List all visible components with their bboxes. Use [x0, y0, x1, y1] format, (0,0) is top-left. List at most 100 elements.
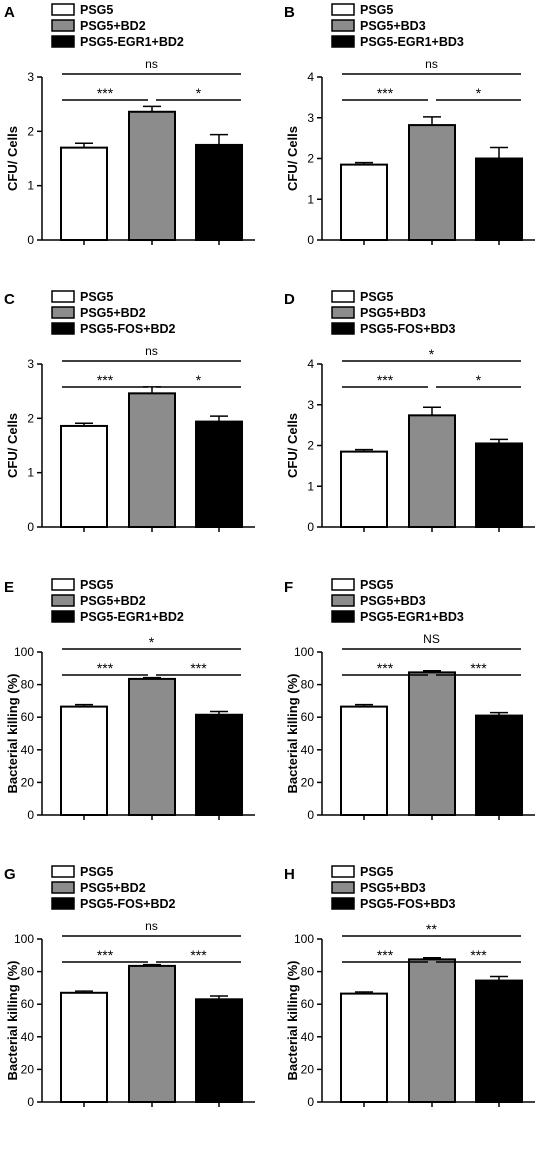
significance-label: ***: [97, 85, 114, 101]
significance-label: ***: [97, 660, 114, 676]
significance-label: **: [426, 921, 437, 937]
legend-swatch: [331, 881, 355, 894]
y-tick-label: 80: [21, 678, 35, 692]
y-tick-label: 80: [301, 678, 315, 692]
y-tick-label: 0: [27, 1095, 34, 1109]
legend-label: PSG5-FOS+BD3: [360, 897, 456, 911]
panel-B: B PSG5 PSG5+BD3 PSG5-EGR1+BD3 0 1 2 3 4 CFU/ Cell…: [284, 3, 535, 247]
significance-label: ***: [190, 660, 207, 676]
y-tick-label: 0: [307, 233, 314, 247]
legend-swatch: [51, 19, 75, 32]
significance-label: *: [429, 346, 435, 362]
legend-swatch: [331, 610, 355, 623]
y-tick-label: 2: [27, 124, 34, 138]
y-tick-label: 100: [14, 932, 34, 946]
bar-1: [128, 677, 176, 816]
y-tick-label: 60: [21, 710, 35, 724]
significance-label: ns: [425, 57, 438, 71]
legend-swatch: [331, 897, 355, 910]
bar-0: [60, 424, 108, 528]
y-axis-label: CFU/ Cells: [5, 413, 20, 478]
y-tick-label: 60: [301, 997, 315, 1011]
y-tick-label: 80: [21, 965, 35, 979]
panel-G: G PSG5 PSG5+BD2 PSG5-FOS+BD2 0 20 40 60 80 100 Bac…: [4, 865, 255, 1109]
bar-2: [195, 713, 243, 817]
y-tick-label: 100: [294, 645, 314, 659]
y-tick-label: 2: [27, 411, 34, 425]
bar-1: [128, 392, 176, 528]
y-tick-label: 40: [301, 1030, 315, 1044]
y-axis-label: Bacterial killing (%): [5, 961, 20, 1081]
bar-1: [128, 110, 176, 241]
y-tick-label: 3: [27, 357, 34, 371]
bar-1: [408, 671, 456, 816]
legend-label: PSG5-FOS+BD3: [360, 322, 456, 336]
bar-1: [408, 414, 456, 528]
legend-swatch: [51, 35, 75, 48]
bar-0: [340, 705, 388, 816]
panel-label: D: [284, 291, 295, 308]
legend-swatch: [331, 578, 355, 591]
significance-label: ***: [377, 660, 394, 676]
panel-label: F: [284, 579, 293, 596]
y-tick-label: 0: [307, 520, 314, 534]
y-tick-label: 80: [301, 965, 315, 979]
y-tick-label: 20: [21, 775, 35, 789]
significance-label: NS: [423, 632, 440, 646]
panel-label: G: [4, 866, 16, 883]
bar-2: [475, 157, 523, 241]
legend-swatch: [51, 897, 75, 910]
bar-2: [475, 714, 523, 817]
legend-label: PSG5: [80, 290, 113, 304]
significance-label: ***: [97, 372, 114, 388]
y-tick-label: 4: [307, 70, 314, 84]
significance-label: *: [196, 372, 202, 388]
panel-label: A: [4, 4, 15, 21]
legend-label: PSG5: [360, 578, 393, 592]
bar-0: [60, 991, 108, 1103]
significance-label: ***: [377, 372, 394, 388]
y-axis-label: CFU/ Cells: [5, 126, 20, 191]
y-axis-label: CFU/ Cells: [285, 126, 300, 191]
y-tick-label: 3: [307, 111, 314, 125]
legend-swatch: [331, 322, 355, 335]
legend-label: PSG5-FOS+BD2: [80, 322, 176, 336]
legend-label: PSG5+BD2: [80, 19, 146, 33]
panel-label: H: [284, 866, 295, 883]
bar-2: [475, 979, 523, 1103]
bar-2: [475, 442, 523, 528]
significance-label: ***: [377, 947, 394, 963]
legend-label: PSG5: [360, 865, 393, 879]
legend-swatch: [51, 610, 75, 623]
y-tick-label: 100: [14, 645, 34, 659]
panel-label: B: [284, 4, 295, 21]
legend-swatch: [51, 578, 75, 591]
y-axis-label: Bacterial killing (%): [5, 674, 20, 794]
legend-label: PSG5+BD2: [80, 306, 146, 320]
legend-label: PSG5-FOS+BD2: [80, 897, 176, 911]
y-tick-label: 1: [307, 479, 314, 493]
legend-swatch: [51, 881, 75, 894]
y-axis-label: Bacterial killing (%): [285, 961, 300, 1081]
significance-label: *: [476, 372, 482, 388]
y-tick-label: 0: [307, 1095, 314, 1109]
legend-swatch: [51, 865, 75, 878]
legend-swatch: [331, 865, 355, 878]
significance-label: *: [476, 85, 482, 101]
significance-label: ***: [190, 947, 207, 963]
y-tick-label: 1: [27, 179, 34, 193]
y-tick-label: 40: [21, 743, 35, 757]
bar-2: [195, 420, 243, 529]
y-tick-label: 2: [307, 152, 314, 166]
legend-label: PSG5+BD3: [360, 19, 426, 33]
legend-label: PSG5: [80, 865, 113, 879]
y-tick-label: 20: [21, 1062, 35, 1076]
panel-A: A PSG5 PSG5+BD2 PSG5-EGR1+BD2 0 1 2 3 CFU/ Cells…: [4, 3, 255, 247]
y-tick-label: 3: [307, 398, 314, 412]
panel-E: E PSG5 PSG5+BD2 PSG5-EGR1+BD2 0 20 40 60 80 100 Ba…: [4, 578, 255, 822]
legend-swatch: [331, 19, 355, 32]
y-tick-label: 0: [27, 808, 34, 822]
bar-0: [60, 146, 108, 241]
bar-2: [195, 143, 243, 242]
bar-2: [195, 998, 243, 1103]
